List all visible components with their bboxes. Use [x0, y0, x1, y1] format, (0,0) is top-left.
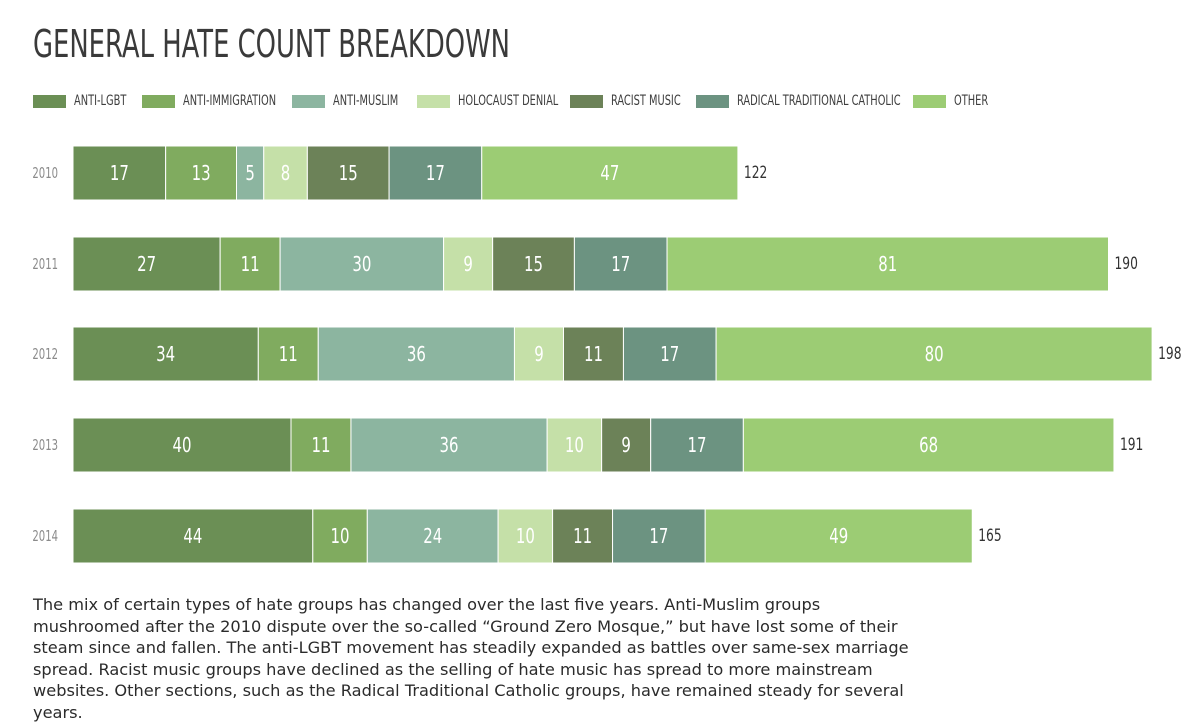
year-label: 2014	[32, 527, 58, 545]
legend-label: ANTI-IMMIGRATION	[183, 93, 277, 109]
legend-label: ANTI-LGBT	[74, 93, 127, 109]
bar-total-label: 191	[1120, 435, 1143, 455]
bar-value-label: 5	[245, 161, 255, 185]
legend-label: OTHER	[954, 93, 989, 109]
bar-total-label: 190	[1115, 254, 1138, 274]
bar-total-label: 122	[744, 163, 767, 183]
bar-value-label: 11	[279, 342, 298, 366]
bar-value-label: 15	[339, 161, 358, 185]
bar-total-label: 165	[978, 526, 1001, 546]
bar-value-label: 34	[156, 342, 175, 366]
bar-segment-anti-immigration	[290, 417, 352, 473]
bar-segment-racist-music	[306, 145, 390, 201]
bar-segment-other	[742, 417, 1115, 473]
legend-label: RACIST MUSIC	[611, 93, 681, 109]
bar-segment-holocaust-denial	[263, 145, 308, 201]
bar-value-label: 47	[600, 161, 619, 185]
bar-value-label: 10	[331, 524, 350, 548]
bar-segment-other	[704, 508, 973, 564]
bar-value-label: 17	[611, 252, 630, 276]
bar-segment-racist-music	[552, 508, 614, 564]
bar-segment-anti-lgbt	[72, 236, 221, 292]
bar-segment-anti-immigration	[257, 326, 319, 382]
bar-value-label: 36	[407, 342, 426, 366]
year-label: 2011	[32, 255, 58, 273]
bar-segment-holocaust-denial	[513, 326, 565, 382]
bar-value-label: 11	[241, 252, 260, 276]
bar-value-label: 11	[584, 342, 603, 366]
bar-segment-radical-traditional-catholic	[622, 326, 717, 382]
bar-segment-anti-lgbt	[72, 508, 314, 564]
bar-value-label: 17	[110, 161, 129, 185]
legend-label: ANTI-MUSLIM	[333, 93, 399, 109]
bar-value-label: 8	[281, 161, 291, 185]
legend-swatch	[570, 95, 603, 108]
bar-value-label: 17	[649, 524, 668, 548]
bar-value-label: 10	[516, 524, 535, 548]
bar-value-label: 15	[524, 252, 543, 276]
legend-swatch	[292, 95, 325, 108]
bar-value-label: 11	[573, 524, 592, 548]
bar-segment-holocaust-denial	[497, 508, 554, 564]
bar-value-label: 40	[173, 433, 192, 457]
bar-segment-radical-traditional-catholic	[612, 508, 706, 564]
legend-swatch	[33, 95, 66, 108]
bar-value-label: 30	[352, 252, 371, 276]
bar-segment-anti-immigration	[312, 508, 368, 564]
legend-swatch	[417, 95, 450, 108]
bar-value-label: 24	[423, 524, 442, 548]
bar-segment-radical-traditional-catholic	[388, 145, 483, 201]
bar-value-label: 68	[919, 433, 938, 457]
bar-segment-anti-muslim	[236, 145, 265, 201]
year-label: 2013	[32, 436, 58, 454]
year-label: 2010	[32, 164, 58, 182]
legend-label: HOLOCAUST DENIAL	[458, 93, 559, 109]
bar-segment-other	[481, 145, 739, 201]
bar-value-label: 10	[565, 433, 584, 457]
bar-value-label: 9	[621, 433, 631, 457]
chart-title: GENERAL HATE COUNT BREAKDOWN	[33, 22, 510, 66]
bar-value-label: 36	[440, 433, 459, 457]
year-label: 2012	[32, 345, 58, 363]
bar-segment-other	[715, 326, 1153, 382]
bar-total-label: 198	[1158, 344, 1181, 364]
bar-value-label: 17	[426, 161, 445, 185]
bar-value-label: 9	[463, 252, 473, 276]
bar-value-label: 49	[829, 524, 848, 548]
legend-swatch	[913, 95, 946, 108]
bar-value-label: 81	[878, 252, 897, 276]
bar-segment-racist-music	[492, 236, 575, 292]
legend-label: RADICAL TRADITIONAL CATHOLIC	[737, 93, 901, 109]
bar-value-label: 27	[137, 252, 156, 276]
bar-value-label: 17	[660, 342, 679, 366]
legend-swatch	[142, 95, 175, 108]
bar-segment-anti-muslim	[317, 326, 515, 382]
bar-segment-anti-immigration	[165, 145, 237, 201]
bar-segment-anti-muslim	[279, 236, 445, 292]
bar-value-label: 11	[311, 433, 330, 457]
bar-value-label: 44	[183, 524, 202, 548]
bar-segment-anti-lgbt	[72, 326, 259, 382]
chart-legend: ANTI-LGBT ANTI-IMMIGRATION ANTI-MUSLIM HOLO…	[33, 92, 1193, 112]
bar-segment-holocaust-denial	[443, 236, 494, 292]
bar-segment-racist-music	[601, 417, 652, 473]
bar-segment-anti-immigration	[219, 236, 281, 292]
bar-value-label: 80	[925, 342, 944, 366]
legend-swatch	[696, 95, 729, 108]
bar-segment-other	[666, 236, 1109, 292]
bar-segment-anti-muslim	[366, 508, 499, 564]
chart-description: The mix of certain types of hate groups …	[33, 595, 909, 722]
bar-value-label: 13	[192, 161, 211, 185]
bar-segment-anti-lgbt	[72, 145, 167, 201]
bar-segment-anti-lgbt	[72, 417, 292, 473]
bar-value-label: 17	[688, 433, 707, 457]
bar-value-label: 9	[534, 342, 544, 366]
